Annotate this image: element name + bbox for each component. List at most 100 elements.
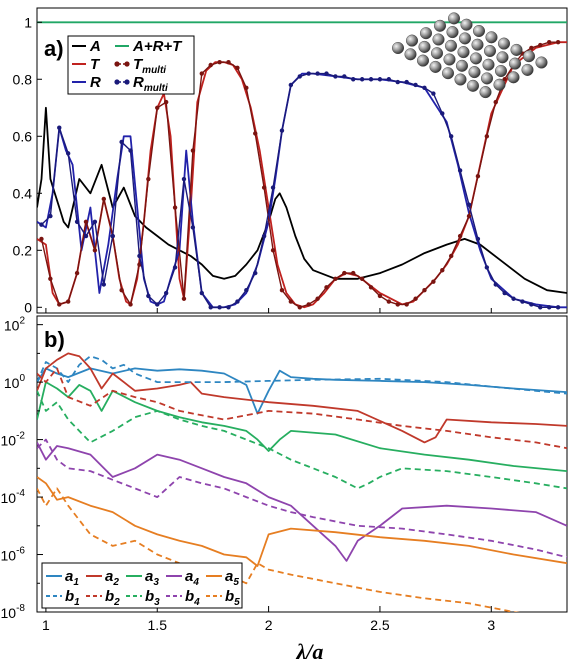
sphere-1-0 bbox=[406, 34, 419, 47]
point-t-multi-47 bbox=[457, 233, 463, 239]
point-r-multi-36 bbox=[359, 77, 365, 82]
legend-sub-b5: 5 bbox=[234, 597, 240, 608]
point-t-multi-17 bbox=[190, 148, 196, 153]
y-tick-label-b-3: 10-4 bbox=[1, 488, 26, 506]
point-t-multi-20 bbox=[217, 59, 222, 65]
y-tick-label-b-1: 100 bbox=[4, 373, 26, 391]
panel-b-legend-box bbox=[41, 562, 243, 609]
series-a2 bbox=[37, 352, 567, 444]
panel-a-legend: A T R A+R+T Tmulti bbox=[67, 35, 195, 95]
point-t-multi-5 bbox=[83, 219, 89, 224]
y-tick-exponent-b-0: 2 bbox=[19, 316, 25, 327]
y-tick-label-a-0: 0 bbox=[24, 299, 32, 315]
y-tick-label-a-1: 0.2 bbox=[13, 242, 33, 258]
sphere-3-0 bbox=[434, 19, 447, 32]
point-r-multi-5 bbox=[83, 233, 89, 239]
point-t-multi-7 bbox=[101, 196, 107, 202]
point-t-multi-10 bbox=[128, 302, 133, 307]
sphere-3-3 bbox=[471, 38, 484, 51]
sphere-3-6 bbox=[509, 57, 522, 70]
sphere-2-1 bbox=[432, 33, 445, 46]
point-t-multi-56 bbox=[538, 42, 543, 48]
point-r-multi-40 bbox=[395, 79, 400, 85]
x-tick-label-1: 1.5 bbox=[148, 617, 168, 633]
series-a3 bbox=[37, 381, 567, 472]
point-t-multi-40 bbox=[395, 302, 400, 307]
point-r-multi-54 bbox=[520, 299, 525, 304]
sphere-4-2 bbox=[473, 25, 486, 38]
sphere-3-2 bbox=[459, 32, 472, 45]
sphere-0-7 bbox=[479, 86, 492, 99]
sphere-2-4 bbox=[470, 52, 483, 65]
point-t-multi-28 bbox=[288, 299, 294, 304]
series-r-multi bbox=[39, 71, 561, 310]
point-t-multi-1 bbox=[48, 276, 53, 281]
legend-sub-b4: 4 bbox=[193, 597, 200, 608]
sphere-0-0 bbox=[392, 42, 405, 55]
point-r-multi-9 bbox=[119, 139, 124, 145]
point-r-multi-48 bbox=[466, 202, 472, 207]
point-r-multi-19 bbox=[208, 305, 213, 310]
sphere-array-illustration bbox=[392, 12, 548, 99]
legend-label-R: R bbox=[90, 74, 101, 91]
panel-a-legend-box bbox=[67, 35, 195, 95]
point-r-multi-55 bbox=[529, 302, 534, 307]
series-a bbox=[37, 106, 567, 294]
y-tick-label-a-2: 0.4 bbox=[13, 185, 33, 201]
legend-sub-a5: 5 bbox=[233, 577, 239, 588]
legend-sub-b1: 1 bbox=[74, 597, 80, 608]
y-tick-label-a-5: 1 bbox=[24, 14, 32, 30]
point-t-multi-32 bbox=[324, 285, 329, 290]
point-t-multi-34 bbox=[342, 270, 347, 276]
point-r-multi-25 bbox=[261, 233, 267, 239]
panel-b-frame bbox=[36, 315, 568, 613]
point-r-multi-8 bbox=[110, 233, 115, 239]
point-r-multi-13 bbox=[155, 302, 160, 307]
point-t-multi-2 bbox=[57, 302, 62, 307]
point-r-multi-18 bbox=[199, 290, 204, 296]
point-t-multi-4 bbox=[74, 270, 80, 276]
point-r-multi-4 bbox=[74, 219, 80, 224]
point-t-multi-30 bbox=[306, 302, 311, 307]
point-t-multi-45 bbox=[440, 268, 445, 273]
point-t-multi-42 bbox=[413, 296, 418, 301]
point-r-multi-43 bbox=[422, 85, 427, 91]
point-r-multi-2 bbox=[57, 125, 62, 130]
legend-dot-Tmulti-2 bbox=[124, 61, 130, 67]
series-a4 bbox=[37, 441, 567, 562]
point-t-multi-14 bbox=[163, 99, 169, 105]
point-t-multi-3 bbox=[65, 299, 71, 304]
point-r-multi-31 bbox=[315, 71, 320, 76]
sphere-2-5 bbox=[482, 58, 495, 71]
point-t-multi-55 bbox=[529, 45, 534, 51]
y-tick-label-a-4: 0.8 bbox=[13, 71, 33, 87]
y-tick-label-a-3: 0.6 bbox=[13, 128, 33, 144]
panel-b-x-ticks: 1 1.5 2 2.5 3 bbox=[42, 606, 495, 633]
point-r-multi-46 bbox=[449, 134, 454, 139]
y-tick-exponent-b-4: -6 bbox=[16, 546, 25, 557]
point-r-multi-30 bbox=[306, 71, 311, 76]
point-t-multi-43 bbox=[422, 287, 427, 293]
legend-label-ART: A+R+T bbox=[132, 38, 183, 55]
point-r-multi-47 bbox=[457, 168, 463, 173]
sphere-0-6 bbox=[467, 79, 480, 92]
point-t-multi-39 bbox=[386, 299, 392, 304]
sphere-2-7 bbox=[507, 71, 520, 84]
series-b2 bbox=[37, 367, 567, 450]
x-tick-label-0: 1 bbox=[42, 617, 50, 633]
legend-dot-Rmulti-1 bbox=[114, 79, 120, 85]
point-t-multi-49 bbox=[475, 173, 481, 179]
sphere-4-7 bbox=[535, 56, 548, 69]
sphere-2-0 bbox=[420, 27, 433, 40]
series-b3 bbox=[37, 390, 567, 490]
y-tick-exponent-b-2: -2 bbox=[16, 431, 25, 442]
x-tick-label-3: 2.5 bbox=[370, 617, 390, 633]
point-t-multi-23 bbox=[244, 85, 249, 91]
panel-a-y-ticks: 0 0.2 0.4 0.6 0.8 1 bbox=[13, 14, 492, 315]
point-t-multi-21 bbox=[226, 59, 231, 65]
point-r-multi-20 bbox=[217, 305, 222, 310]
sphere-0-4 bbox=[442, 67, 455, 80]
point-r-multi-32 bbox=[324, 71, 329, 76]
point-r-multi-1 bbox=[48, 213, 53, 219]
point-t-multi-38 bbox=[377, 293, 383, 299]
